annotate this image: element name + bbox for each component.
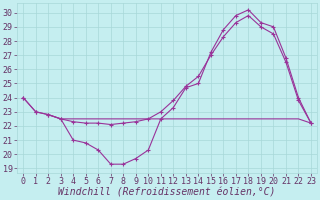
X-axis label: Windchill (Refroidissement éolien,°C): Windchill (Refroidissement éolien,°C) <box>58 187 276 197</box>
